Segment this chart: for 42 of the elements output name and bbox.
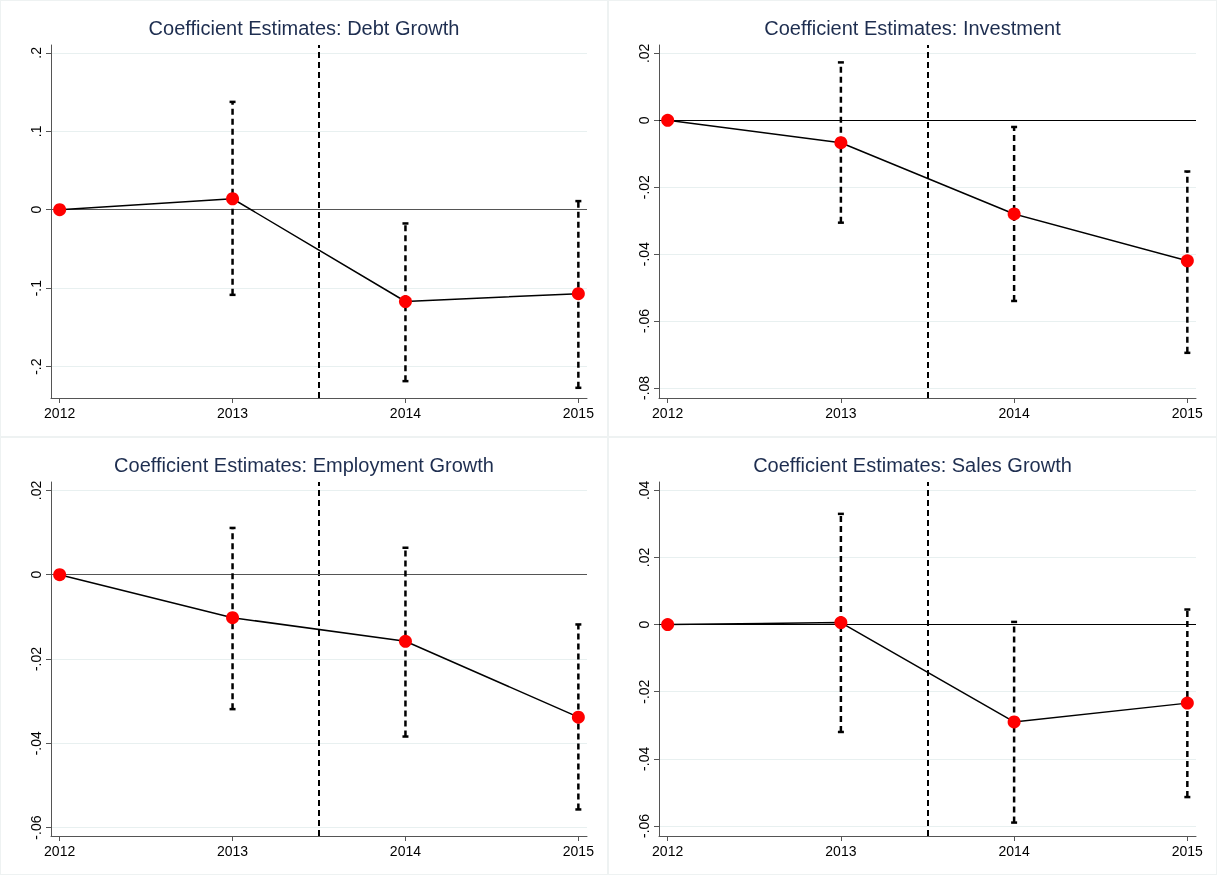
x-tick-label: 2015	[562, 405, 595, 421]
y-tick-label: -.04	[28, 731, 44, 756]
y-tick-label: .04	[636, 480, 652, 501]
x-tick-label: 2013	[825, 843, 857, 859]
y-tick-label: 0	[636, 620, 652, 629]
y-tick-label: .02	[636, 43, 652, 64]
x-tick-label: 2015	[1171, 405, 1204, 421]
y-tick-label: 0	[28, 205, 44, 214]
y-tick-label: .02	[28, 480, 44, 501]
x-tick-label: 2012	[44, 405, 76, 421]
x-tick-label: 2012	[44, 843, 76, 859]
y-tick-label: -.1	[28, 279, 44, 297]
y-tick-label: -.02	[636, 174, 652, 200]
chart-title: Coefficient Estimates: Debt Growth	[148, 17, 460, 39]
x-tick-label: 2014	[389, 843, 422, 859]
y-tick-label: -.04	[636, 746, 652, 771]
y-tick-label: 0	[28, 570, 44, 579]
chart-title: Coefficient Estimates: Investment	[764, 17, 1062, 39]
x-tick-label: 2012	[652, 405, 684, 421]
x-tick-label: 2013	[825, 405, 857, 421]
x-tick-label: 2014	[998, 843, 1030, 859]
x-tick-label: 2015	[1171, 843, 1204, 859]
y-tick-label: .2	[28, 46, 44, 59]
x-tick-label: 2012	[652, 843, 684, 859]
x-tick-label: 2015	[562, 843, 595, 859]
x-tick-label: 2013	[216, 405, 249, 421]
y-tick-label: -.02	[636, 679, 652, 704]
y-tick-label: -.06	[636, 308, 652, 334]
x-tick-label: 2013	[216, 843, 249, 859]
y-tick-label: 0	[636, 116, 652, 125]
y-tick-label: .02	[636, 547, 652, 568]
y-tick-label: -.04	[636, 241, 652, 267]
x-tick-label: 2014	[389, 405, 422, 421]
y-tick-label: -.2	[28, 358, 44, 375]
x-tick-label: 2014	[998, 405, 1030, 421]
y-tick-label: -.02	[28, 646, 44, 672]
y-tick-label: .1	[28, 125, 44, 138]
chart-title: Coefficient Estimates: Employment Growth	[114, 454, 494, 476]
chart-title: Coefficient Estimates: Sales Growth	[753, 454, 1072, 476]
y-tick-label: -.08	[636, 375, 652, 401]
y-tick-label: -.06	[28, 815, 44, 840]
y-tick-label: -.06	[636, 813, 652, 838]
